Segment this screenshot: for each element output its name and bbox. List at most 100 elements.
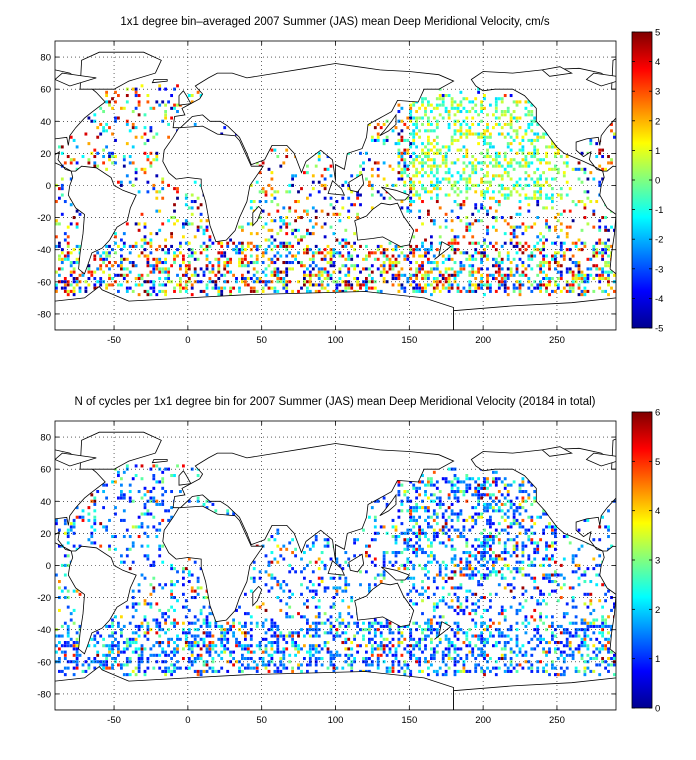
- data-bin: [430, 653, 433, 657]
- data-bin: [471, 132, 475, 136]
- data-bin: [134, 106, 138, 110]
- data-bin: [294, 554, 298, 558]
- data-bin: [391, 663, 395, 667]
- data-bin: [574, 261, 578, 265]
- data-bin: [450, 183, 454, 187]
- data-bin: [447, 122, 451, 126]
- data-bin: [583, 241, 587, 245]
- data-bin: [252, 244, 256, 248]
- data-bin: [173, 663, 176, 667]
- data-bin: [167, 637, 171, 641]
- data-bin: [255, 621, 259, 625]
- data-bin: [477, 286, 481, 290]
- data-bin: [571, 277, 575, 281]
- data-bin: [96, 280, 100, 284]
- data-bin: [406, 196, 410, 200]
- data-bin: [120, 257, 123, 261]
- data-bin: [303, 235, 306, 239]
- data-bin: [205, 669, 209, 673]
- y-tick-label: -60: [37, 277, 51, 288]
- data-bin: [515, 132, 519, 136]
- data-bin: [379, 273, 383, 277]
- data-bin: [421, 580, 424, 584]
- data-bin: [202, 618, 206, 622]
- data-bin: [432, 158, 436, 162]
- data-bin: [474, 171, 478, 175]
- data-bin: [506, 628, 510, 632]
- data-bin: [273, 270, 277, 274]
- data-bin: [397, 283, 401, 287]
- data-bin: [255, 261, 259, 265]
- data-bin: [294, 647, 298, 651]
- data-bin: [503, 232, 507, 236]
- data-bin: [595, 657, 599, 661]
- data-bin: [376, 167, 380, 171]
- data-bin: [515, 129, 519, 133]
- data-bin: [601, 631, 605, 635]
- data-bin: [462, 666, 466, 670]
- data-bin: [167, 183, 171, 187]
- data-bin: [483, 608, 486, 612]
- data-bin: [314, 264, 318, 268]
- data-bin: [480, 650, 484, 654]
- data-bin: [60, 589, 64, 593]
- data-bin: [524, 225, 528, 229]
- data-bin: [193, 235, 197, 239]
- data-bin: [480, 251, 484, 255]
- data-bin: [468, 264, 472, 268]
- data-bin: [146, 666, 150, 670]
- data-bin: [155, 293, 159, 297]
- data-bin: [468, 560, 472, 564]
- data-bin: [409, 196, 413, 200]
- data-bin: [137, 293, 141, 297]
- data-bin: [409, 161, 413, 165]
- data-bin: [217, 264, 221, 268]
- data-bin: [521, 138, 525, 142]
- data-bin: [176, 283, 179, 287]
- data-bin: [217, 624, 221, 628]
- data-bin: [421, 267, 424, 271]
- data-bin: [556, 151, 560, 155]
- data-bin: [317, 180, 321, 184]
- data-bin: [170, 264, 174, 268]
- data-bin: [241, 624, 244, 628]
- data-bin: [202, 270, 206, 274]
- data-bin: [255, 257, 259, 261]
- data-bin: [205, 618, 209, 622]
- data-bin: [539, 135, 543, 139]
- data-bin: [412, 586, 416, 590]
- data-bin: [373, 641, 377, 645]
- data-bin: [559, 254, 563, 258]
- data-bin: [438, 621, 442, 625]
- data-bin: [527, 151, 531, 155]
- data-bin: [158, 624, 162, 628]
- data-bin: [427, 158, 430, 162]
- data-bin: [69, 618, 73, 622]
- data-bin: [489, 155, 492, 159]
- data-bin: [140, 135, 144, 139]
- data-bin: [483, 135, 486, 139]
- data-bin: [480, 203, 484, 207]
- data-bin: [610, 122, 613, 126]
- data-bin: [412, 151, 416, 155]
- data-bin: [486, 567, 489, 571]
- data-bin: [559, 653, 563, 657]
- data-bin: [143, 222, 147, 226]
- data-bin: [562, 174, 566, 178]
- data-bin: [409, 669, 413, 673]
- data-bin: [379, 653, 383, 657]
- data-bin: [353, 277, 357, 281]
- data-bin: [424, 273, 427, 277]
- data-bin: [111, 641, 114, 645]
- data-bin: [483, 535, 486, 539]
- data-bin: [465, 135, 469, 139]
- data-bin: [548, 557, 551, 561]
- data-bin: [435, 531, 439, 535]
- data-bin: [173, 216, 176, 220]
- data-bin: [332, 586, 336, 590]
- data-bin: [477, 142, 481, 146]
- data-bin: [468, 129, 472, 133]
- data-bin: [120, 560, 123, 564]
- data-bin: [385, 624, 389, 628]
- data-bin: [424, 151, 427, 155]
